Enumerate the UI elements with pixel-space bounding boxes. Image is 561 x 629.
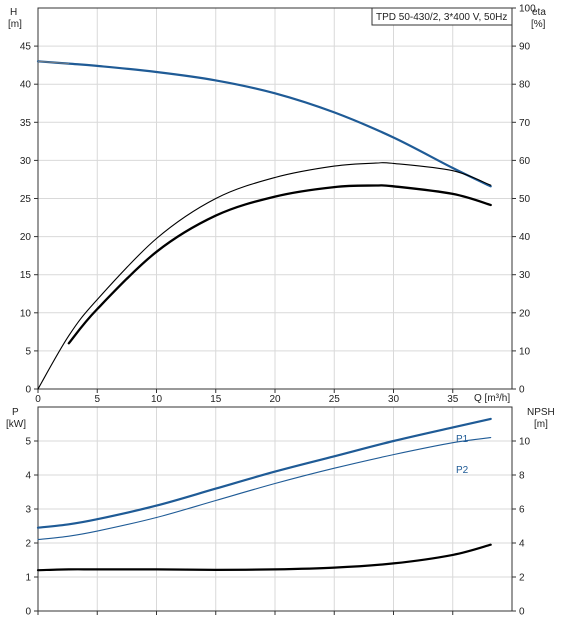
top-x-tick-label: 15 xyxy=(210,394,222,405)
npsh-curve xyxy=(38,545,491,571)
eta-axis-label: eta xyxy=(532,7,546,18)
top-right-tick-label: 50 xyxy=(519,194,531,205)
top-left-tick-label: 25 xyxy=(20,194,32,205)
npsh-axis-label: NPSH xyxy=(527,407,555,418)
top-right-tick-label: 80 xyxy=(519,80,531,91)
top-left-tick-label: 40 xyxy=(20,80,32,91)
top-x-tick-label: 25 xyxy=(329,394,341,405)
p2-curve xyxy=(38,438,491,540)
top-right-tick-label: 40 xyxy=(519,232,531,243)
bottom-left-tick-label: 2 xyxy=(25,539,31,550)
head-axis-label-h: H xyxy=(10,7,17,18)
top-left-tick-label: 20 xyxy=(20,232,32,243)
top-x-tick-label: 0 xyxy=(35,394,41,405)
top-right-tick-label: 70 xyxy=(519,118,531,129)
top-grid xyxy=(38,8,512,389)
bottom-series xyxy=(38,419,491,571)
eta-thin-curve xyxy=(38,163,491,389)
bottom-right-tick-label: 8 xyxy=(519,471,525,482)
top-x-tick-label: 20 xyxy=(269,394,281,405)
top-left-tick-label: 5 xyxy=(25,346,31,357)
bottom-left-tick-label: 4 xyxy=(25,471,31,482)
flow-axis-label: Q [m³/h] xyxy=(474,393,510,404)
p2-series-label: P2 xyxy=(456,465,469,476)
top-x-tick-label: 5 xyxy=(94,394,100,405)
head-axis-label-unit: [m] xyxy=(8,19,22,30)
bottom-right-tick-label: 10 xyxy=(519,437,531,448)
bottom-left-tick-label: 3 xyxy=(25,505,31,516)
top-right-tick-label: 60 xyxy=(519,156,531,167)
top-left-tick-label: 0 xyxy=(25,385,31,396)
power-axis-label: P xyxy=(12,407,19,418)
head-curve xyxy=(38,61,491,186)
bottom-right-tick-label: 0 xyxy=(519,607,525,618)
p1-curve xyxy=(38,419,491,528)
bottom-right-tick-label: 4 xyxy=(519,539,525,550)
top-series xyxy=(38,61,491,389)
top-left-tick-label: 30 xyxy=(20,156,32,167)
top-x-tick-label: 35 xyxy=(447,394,459,405)
top-right-tick-label: 0 xyxy=(519,385,525,396)
pump-model-label: TPD 50-430/2, 3*400 V, 50Hz xyxy=(376,12,507,23)
top-left-tick-label: 15 xyxy=(20,270,32,281)
top-right-tick-label: 30 xyxy=(519,270,531,281)
top-left-tick-label: 10 xyxy=(20,308,32,319)
npsh-axis-label-unit: [m] xyxy=(534,419,548,430)
bottom-left-tick-label: 1 xyxy=(25,573,31,584)
top-left-tick-label: 35 xyxy=(20,118,32,129)
power-axis-label-unit: [kW] xyxy=(6,419,26,430)
top-x-tick-label: 30 xyxy=(388,394,400,405)
bottom-left-tick-label: 0 xyxy=(25,607,31,618)
bottom-right-tick-label: 2 xyxy=(519,573,525,584)
bottom-grid xyxy=(38,407,512,611)
top-x-tick-label: 10 xyxy=(151,394,163,405)
eta-thick-curve xyxy=(69,185,491,343)
p1-series-label: P1 xyxy=(456,434,469,445)
top-right-tick-label: 10 xyxy=(519,346,531,357)
top-left-tick-label: 45 xyxy=(20,42,32,53)
eta-axis-label-unit: [%] xyxy=(531,19,546,30)
bottom-axis-ticks: 0 1 2 3 4 5 0 2 4 6 8 10 xyxy=(25,437,530,618)
bottom-left-tick-label: 5 xyxy=(25,437,31,448)
top-right-tick-label: 90 xyxy=(519,42,531,53)
bottom-right-tick-label: 6 xyxy=(519,505,525,516)
top-right-tick-label: 20 xyxy=(519,308,531,319)
